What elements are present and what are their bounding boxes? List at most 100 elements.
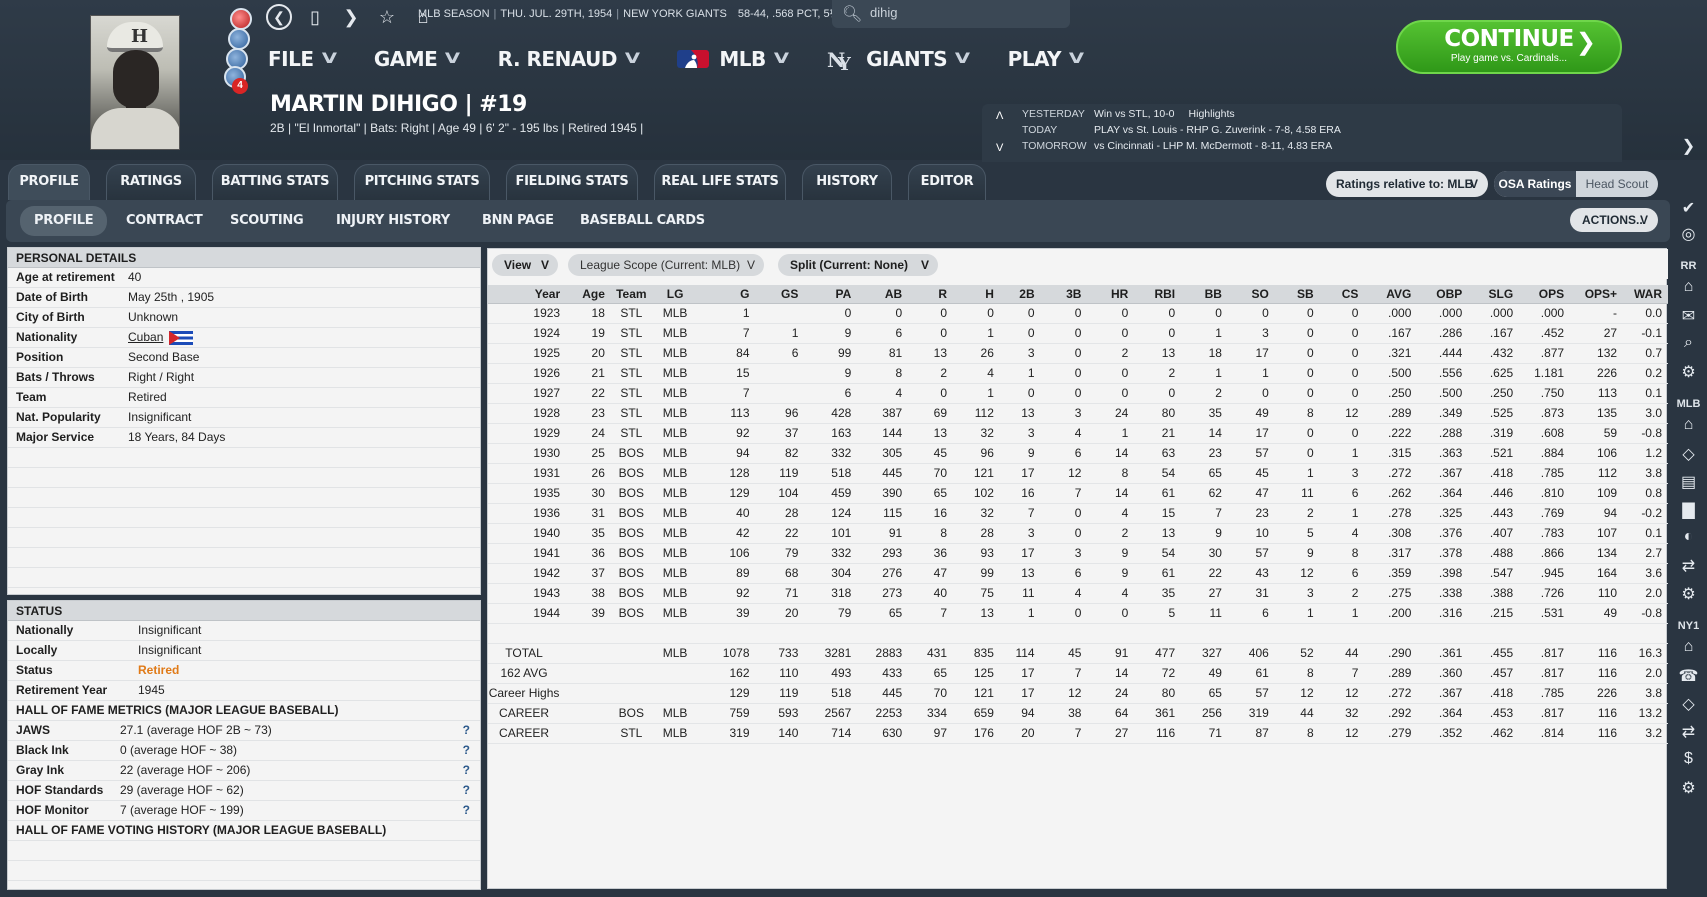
table-row[interactable]: 1927 22 STL MLB 7 6 4 0 1 0 0 0 0 2 0 0 0.250.500.250.75… bbox=[488, 383, 1668, 404]
transactions-icon[interactable]: ⇄ bbox=[1681, 558, 1696, 575]
mail-icon[interactable]: ✉ bbox=[1681, 308, 1696, 325]
league-scope-dropdown[interactable]: League Scope (Current: MLB) V bbox=[568, 254, 764, 276]
table-row[interactable]: CAREER BOS MLB 759 593 2567 2253 334 659 94 38 64 36… bbox=[488, 703, 1668, 724]
tab-editor[interactable]: EDITOR bbox=[908, 164, 986, 200]
column-header[interactable]: OPS+ bbox=[1570, 285, 1624, 304]
column-header[interactable]: H bbox=[953, 285, 1000, 304]
subtab-profile[interactable]: PROFILE bbox=[20, 206, 108, 236]
table-row[interactable]: 1943 38 BOS MLB 92 71 318 273 40 75 11 4 4 35 27 31 3 2.2… bbox=[488, 583, 1668, 604]
actions-button[interactable]: ACTIONS... V bbox=[1570, 208, 1658, 232]
nationality-link[interactable]: Cuban bbox=[128, 330, 164, 344]
table-row[interactable]: 1942 37 BOS MLB 89 68 304 276 47 99 13 6 9 61 22 43 12 6.… bbox=[488, 563, 1668, 584]
down-arrow-icon[interactable]: V bbox=[996, 142, 1004, 154]
baseball-icon[interactable]: ◐ bbox=[1683, 528, 1694, 545]
column-header[interactable]: RBI bbox=[1134, 285, 1182, 304]
column-header[interactable]: LG bbox=[657, 285, 699, 304]
menu-file[interactable]: FILE V bbox=[268, 47, 337, 71]
osa-ratings-option[interactable]: OSA Ratings bbox=[1494, 171, 1576, 197]
home-icon[interactable]: ⌂ bbox=[1683, 278, 1694, 295]
scout-toggle[interactable]: OSA Ratings Head Scout bbox=[1494, 171, 1658, 197]
column-header[interactable]: CS bbox=[1319, 285, 1365, 304]
column-header[interactable]: OPS bbox=[1519, 285, 1571, 304]
view-dropdown[interactable]: View V bbox=[492, 254, 558, 276]
column-header[interactable]: Year bbox=[488, 285, 567, 304]
help-icon[interactable]: ? bbox=[462, 803, 470, 817]
column-header[interactable]: Age bbox=[566, 285, 611, 304]
menu-game[interactable]: GAME V bbox=[373, 47, 461, 71]
tab-profile[interactable]: PROFILE bbox=[8, 164, 90, 200]
column-header[interactable]: SB bbox=[1274, 285, 1320, 304]
table-row[interactable]: 1929 24 STL MLB 92 37 163 144 13 32 3 4 1 21 14 17 0 0.22… bbox=[488, 423, 1668, 444]
help-icon[interactable]: ? bbox=[462, 743, 470, 757]
table-row[interactable]: Career Highs 129 119 518 445 70 121 17 12 24 80 65 5… bbox=[488, 683, 1668, 704]
player-badges[interactable]: 4 bbox=[224, 8, 252, 94]
tab-history[interactable]: HISTORY bbox=[802, 164, 892, 200]
home-icon[interactable]: ⌂ bbox=[1683, 416, 1694, 433]
diamond-icon[interactable]: ◇ bbox=[1682, 696, 1695, 713]
table-row[interactable]: 1928 23 STL MLB 113 96 428 387 69 112 13 3 24 80 35 49 8… bbox=[488, 403, 1668, 424]
subtab-bnn-page[interactable]: BNN PAGE bbox=[482, 213, 554, 228]
column-header[interactable]: AB bbox=[857, 285, 909, 304]
table-row[interactable]: 1935 30 BOS MLB 129 104 459 390 65 102 16 7 14 61 62 47… bbox=[488, 483, 1668, 504]
dollar-icon[interactable]: $ bbox=[1684, 750, 1693, 767]
help-icon[interactable]: ? bbox=[462, 723, 470, 737]
help-icon[interactable]: ? bbox=[462, 783, 470, 797]
column-header[interactable]: SLG bbox=[1468, 285, 1520, 304]
table-row[interactable]: 1923 18 STL MLB 1 0 0 0 0 0 0 0 0 0 0 0 0.000.000.000.00… bbox=[488, 303, 1668, 324]
tab-batting-stats[interactable]: BATTING STATS bbox=[212, 164, 338, 200]
transactions-icon[interactable]: ⇄ bbox=[1681, 724, 1696, 741]
menu-manager[interactable]: R. RENAUD V bbox=[497, 47, 640, 71]
forward-icon[interactable]: ❯ bbox=[343, 6, 359, 27]
help-icon[interactable]: ? bbox=[462, 763, 470, 777]
table-row[interactable]: 1924 19 STL MLB 7 1 9 6 0 1 0 0 0 0 1 3 0 0.167.286.167.4… bbox=[488, 323, 1668, 344]
gear-icon[interactable]: ⚙ bbox=[1681, 364, 1696, 381]
table-row[interactable]: 1930 25 BOS MLB 94 82 332 305 45 96 9 6 14 63 23 57 0 1.3… bbox=[488, 443, 1668, 464]
table-row[interactable]: 162 AVG 162 110 493 433 65 125 17 7 14 72 49 61 8 7.28… bbox=[488, 663, 1668, 684]
subtab-injury-history[interactable]: INJURY HISTORY bbox=[336, 213, 450, 228]
gear-icon[interactable]: ⚙ bbox=[1681, 586, 1696, 603]
column-header[interactable]: GS bbox=[755, 285, 805, 304]
phone-icon[interactable]: ☎ bbox=[1678, 668, 1699, 685]
search-input[interactable]: dihig bbox=[870, 5, 898, 20]
column-header[interactable]: OBP bbox=[1417, 285, 1469, 304]
diamond-icon[interactable]: ◇ bbox=[1682, 446, 1695, 463]
table-row[interactable]: 1941 36 BOS MLB 106 79 332 293 36 93 17 3 9 54 30 57 9 8.… bbox=[488, 543, 1668, 564]
schedule-today[interactable]: TODAY PLAY vs St. Louis - RHP G. Zuverink… bbox=[1022, 124, 1341, 136]
column-header[interactable]: HR bbox=[1087, 285, 1135, 304]
table-row[interactable]: 1925 20 STL MLB 84 6 99 81 13 26 3 0 2 13 18 17 0 0.321.4… bbox=[488, 343, 1668, 364]
head-scout-option[interactable]: Head Scout bbox=[1585, 177, 1649, 191]
globe-icon[interactable]: ◎ bbox=[1681, 226, 1696, 243]
star-icon[interactable]: ☆ bbox=[378, 6, 396, 27]
highlights-link[interactable]: Highlights bbox=[1188, 108, 1235, 120]
back-icon[interactable]: ❮ bbox=[266, 4, 292, 30]
table-row[interactable]: 1944 39 BOS MLB 39 20 79 65 7 13 1 0 0 5 11 6 1 1.200.316… bbox=[488, 603, 1668, 624]
split-dropdown[interactable]: Split (Current: None) V bbox=[778, 254, 938, 276]
home-icon[interactable]: ⌂ bbox=[1683, 638, 1694, 655]
column-header[interactable]: WAR bbox=[1623, 285, 1668, 304]
table-row[interactable]: 1931 26 BOS MLB 128 119 518 445 70 121 17 12 8 54 65 45… bbox=[488, 463, 1668, 484]
table-row[interactable]: 1936 31 BOS MLB 40 28 124 115 16 32 7 0 4 15 7 23 2 1.278… bbox=[488, 503, 1668, 524]
checkmark-icon[interactable]: ✔ bbox=[1681, 200, 1696, 217]
column-header[interactable]: AVG bbox=[1364, 285, 1418, 304]
home-icon[interactable]: ⌂ bbox=[417, 6, 429, 27]
table-row[interactable]: TOTAL MLB 1078 733 3281 2883 431 835 114 45 91 477 3… bbox=[488, 643, 1668, 664]
award-badge-icon[interactable] bbox=[228, 28, 250, 50]
star-badge-icon[interactable] bbox=[230, 8, 252, 30]
column-header[interactable]: SO bbox=[1227, 285, 1275, 304]
search-icon[interactable]: ⌕ bbox=[1684, 334, 1693, 351]
column-header[interactable]: 2B bbox=[999, 285, 1041, 304]
column-header[interactable]: 3B bbox=[1040, 285, 1088, 304]
table-row[interactable]: CAREER STL MLB 319 140 714 630 97 176 20 7 27 116 71 8… bbox=[488, 723, 1668, 744]
page-icon[interactable]: ▯ bbox=[310, 6, 320, 27]
menu-play[interactable]: PLAY V bbox=[1007, 47, 1085, 71]
table-row[interactable]: 1940 35 BOS MLB 42 22 101 91 8 28 3 0 2 13 9 10 5 4.308.3… bbox=[488, 523, 1668, 544]
column-header[interactable]: BB bbox=[1181, 285, 1228, 304]
column-header[interactable]: R bbox=[908, 285, 954, 304]
continue-button[interactable]: CONTINUE Play game vs. Cardinals... ❯ bbox=[1396, 20, 1622, 74]
subtab-contract[interactable]: CONTRACT bbox=[126, 213, 203, 228]
tab-ratings[interactable]: RATINGS bbox=[106, 164, 196, 200]
subtab-scouting[interactable]: SCOUTING bbox=[230, 213, 304, 228]
chart-icon[interactable]: ▇ bbox=[1682, 502, 1695, 519]
search-box[interactable]: 🔍︎ dihig bbox=[832, 0, 1070, 28]
